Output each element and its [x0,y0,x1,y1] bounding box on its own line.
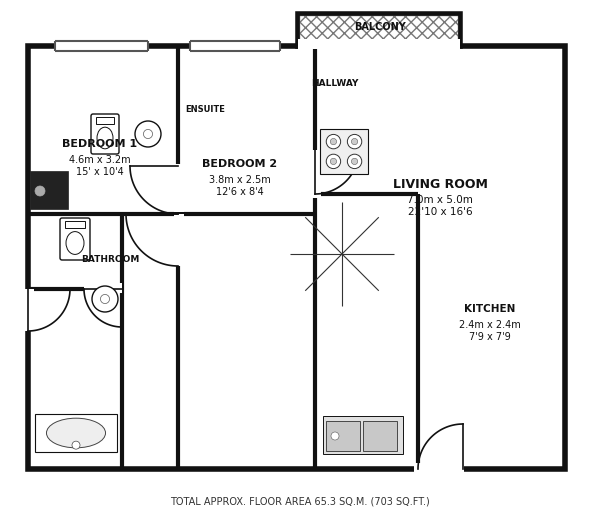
Circle shape [352,158,358,165]
Bar [35,414,117,452]
Circle shape [72,441,80,449]
Circle shape [326,154,341,169]
Bar [190,41,280,51]
FancyBboxPatch shape [60,218,90,260]
Bar [65,221,85,228]
Bar [311,150,321,198]
Circle shape [92,286,118,312]
Bar [320,129,368,174]
Text: LIVING ROOM: LIVING ROOM [392,178,487,191]
Circle shape [347,134,362,149]
Bar [28,46,565,469]
Text: KITCHEN: KITCHEN [464,304,515,314]
Bar [326,421,360,451]
Bar [174,214,184,266]
Text: BALCONY: BALCONY [354,22,406,32]
Circle shape [330,138,337,145]
Text: 15' x 10'4: 15' x 10'4 [76,167,124,177]
Text: BEDROOM 1: BEDROOM 1 [62,139,137,149]
Bar [414,463,464,473]
Circle shape [347,154,362,169]
Bar [298,39,460,49]
Text: BATHROOM: BATHROOM [81,255,139,264]
Text: 7'9 x 7'9: 7'9 x 7'9 [469,332,511,342]
Text: HALLWAY: HALLWAY [311,80,359,89]
Text: 4.6m x 3.2m: 4.6m x 3.2m [69,155,131,165]
Text: ENSUITE: ENSUITE [185,104,225,114]
Bar [30,171,68,209]
Ellipse shape [97,127,113,149]
Text: 12'6 x 8'4: 12'6 x 8'4 [216,187,264,197]
Bar [84,283,122,293]
Bar [55,41,148,51]
Ellipse shape [46,418,106,448]
Ellipse shape [66,232,84,254]
Bar [24,289,34,331]
Text: TOTAL APPROX. FLOOR AREA 65.3 SQ.M. (703 SQ.FT.): TOTAL APPROX. FLOOR AREA 65.3 SQ.M. (703… [170,497,430,507]
Circle shape [143,129,152,138]
Bar [363,421,397,451]
Text: 3.8m x 2.5m: 3.8m x 2.5m [209,175,271,185]
Circle shape [135,121,161,147]
Bar [323,416,403,454]
Circle shape [326,134,341,149]
Bar [174,164,184,212]
Bar [174,214,184,266]
Text: BEDROOM 2: BEDROOM 2 [202,159,278,169]
Circle shape [331,432,339,440]
Bar [300,16,458,44]
Bar [96,117,114,124]
Circle shape [330,158,337,165]
Bar [298,14,460,46]
Text: 2.4m x 2.4m: 2.4m x 2.4m [459,320,521,330]
FancyBboxPatch shape [91,114,119,154]
Circle shape [352,138,358,145]
Text: 7.0m x 5.0m: 7.0m x 5.0m [407,195,473,205]
Text: 22'10 x 16'6: 22'10 x 16'6 [407,207,472,217]
Circle shape [35,186,45,196]
Circle shape [100,294,110,303]
